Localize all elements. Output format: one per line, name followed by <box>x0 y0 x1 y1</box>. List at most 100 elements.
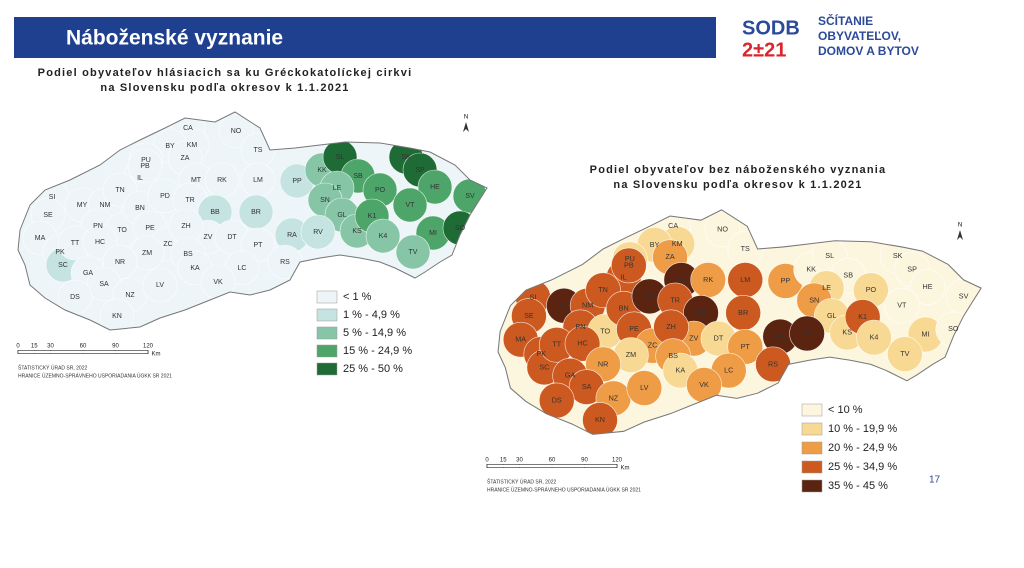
map-title: na Slovensku podľa okresov k 1.1.2021 <box>100 82 349 94</box>
district-label: VK <box>699 380 709 389</box>
district-label: TV <box>409 249 418 256</box>
district-label: ZH <box>666 322 676 331</box>
district-label: SO <box>948 324 959 333</box>
legend-swatch <box>801 422 823 436</box>
district-label: LV <box>156 282 164 289</box>
source: HRANICE ÚZEMNO-SPRÁVNEHO USPORIADANIA ÚG… <box>487 486 641 493</box>
north-arrow <box>463 122 469 132</box>
legend-label: 25 % - 50 % <box>343 363 403 375</box>
district-label: TR <box>185 197 194 204</box>
district <box>909 269 946 305</box>
legend-swatch <box>316 308 338 322</box>
district-label: ZV <box>689 334 698 343</box>
district <box>300 214 336 250</box>
district-label: PU <box>141 157 151 164</box>
district <box>883 287 920 324</box>
district-label: RA <box>775 331 785 340</box>
district-label: BN <box>619 304 629 313</box>
district-label: RA <box>287 232 297 239</box>
scale-label: 60 <box>80 344 87 350</box>
district-label: KN <box>112 313 122 320</box>
district-label: MA <box>35 235 46 242</box>
district-label: PK <box>536 349 546 358</box>
district-label: PN <box>575 322 585 331</box>
district-label: HE <box>430 184 440 191</box>
district-label: SA <box>582 382 592 391</box>
district-label: ZC <box>163 241 172 248</box>
map-area: CA KM NO BY ZA PU IL PB TS MT RK LM PP KK SL SK SP SB LE PO… <box>17 111 488 331</box>
district-label: BB <box>210 209 220 216</box>
legend-swatch <box>316 344 338 358</box>
district-label: SV <box>465 193 475 200</box>
legend-swatch <box>316 290 338 304</box>
district-label: KM <box>672 239 683 248</box>
district-label: SL <box>336 154 345 161</box>
district-label: PT <box>741 342 751 351</box>
district-label: KK <box>806 265 816 274</box>
district <box>611 247 647 284</box>
district <box>99 298 135 330</box>
district-label: TT <box>552 340 561 349</box>
district-label: TS <box>741 244 750 253</box>
district-label: KN <box>595 415 605 424</box>
district-label: BS <box>183 251 193 258</box>
legend-label: 1 % - 4,9 % <box>343 309 400 321</box>
district-label: NO <box>231 128 242 135</box>
district <box>417 169 453 205</box>
district-label: CA <box>183 125 193 132</box>
district-label: SK <box>893 251 903 260</box>
district-label: NM <box>582 301 593 310</box>
district-label: NZ <box>609 393 619 402</box>
district-label: ZA <box>665 252 674 261</box>
district-label: SN <box>320 197 330 204</box>
district-label: PP <box>292 178 302 185</box>
scale-bar <box>486 464 618 468</box>
legend-label: < 1 % <box>343 291 372 303</box>
map: Podiel obyvateľov bez náboženského vyzna… <box>485 164 982 493</box>
scale-label: 60 <box>549 458 556 464</box>
legend-swatch <box>801 479 823 493</box>
logo-text: DOMOV A BYTOV <box>818 44 919 58</box>
district-label: PK <box>55 249 65 256</box>
district-label: VT <box>406 202 416 209</box>
district-label: SC <box>58 262 68 269</box>
district-label: CA <box>668 221 678 230</box>
district-label: DT <box>227 234 237 241</box>
district-label: K4 <box>379 233 388 240</box>
district-label: SI <box>530 292 537 301</box>
district-label: VK <box>213 279 223 286</box>
logo-mark-bottom: 2±21 <box>742 39 786 61</box>
source: HRANICE ÚZEMNO-SPRÁVNEHO USPORIADANIA ÚG… <box>18 372 172 379</box>
district-label: K4 <box>870 332 879 341</box>
district-label: BR <box>738 308 748 317</box>
district-label: RS <box>280 259 290 266</box>
legend-swatch <box>801 441 823 455</box>
district-label: MI <box>921 329 929 338</box>
district-label: BR <box>251 209 261 216</box>
district-label: GL <box>827 311 837 320</box>
district-label: PD <box>644 291 654 300</box>
scale-unit: Km <box>621 466 630 472</box>
header-title: Náboženské vyznanie <box>66 27 283 50</box>
legend-label: 15 % - 24,9 % <box>343 345 412 357</box>
district-label: LC <box>238 265 247 272</box>
source: ŠTATISTICKÝ ÚRAD SR, 2022 <box>487 478 556 485</box>
legend-swatch <box>316 326 338 340</box>
map-title: Podiel obyvateľov bez náboženského vyzna… <box>590 164 887 176</box>
legend-label: 5 % - 14,9 % <box>343 327 406 339</box>
district-label: SL <box>825 251 834 260</box>
scale-label: 30 <box>47 344 54 350</box>
district-label: NZ <box>125 292 135 299</box>
district-label: PE <box>145 225 155 232</box>
district-label: MT <box>191 177 202 184</box>
district-label: TO <box>600 326 610 335</box>
district <box>789 315 825 352</box>
district-label: K1 <box>368 213 377 220</box>
logo-text: SČÍTANIE <box>818 13 873 28</box>
district-label: RK <box>703 275 713 284</box>
district-label: RS <box>768 359 778 368</box>
district-label: MA <box>515 335 526 344</box>
district-label: ZM <box>626 350 636 359</box>
legend-swatch <box>801 403 823 417</box>
